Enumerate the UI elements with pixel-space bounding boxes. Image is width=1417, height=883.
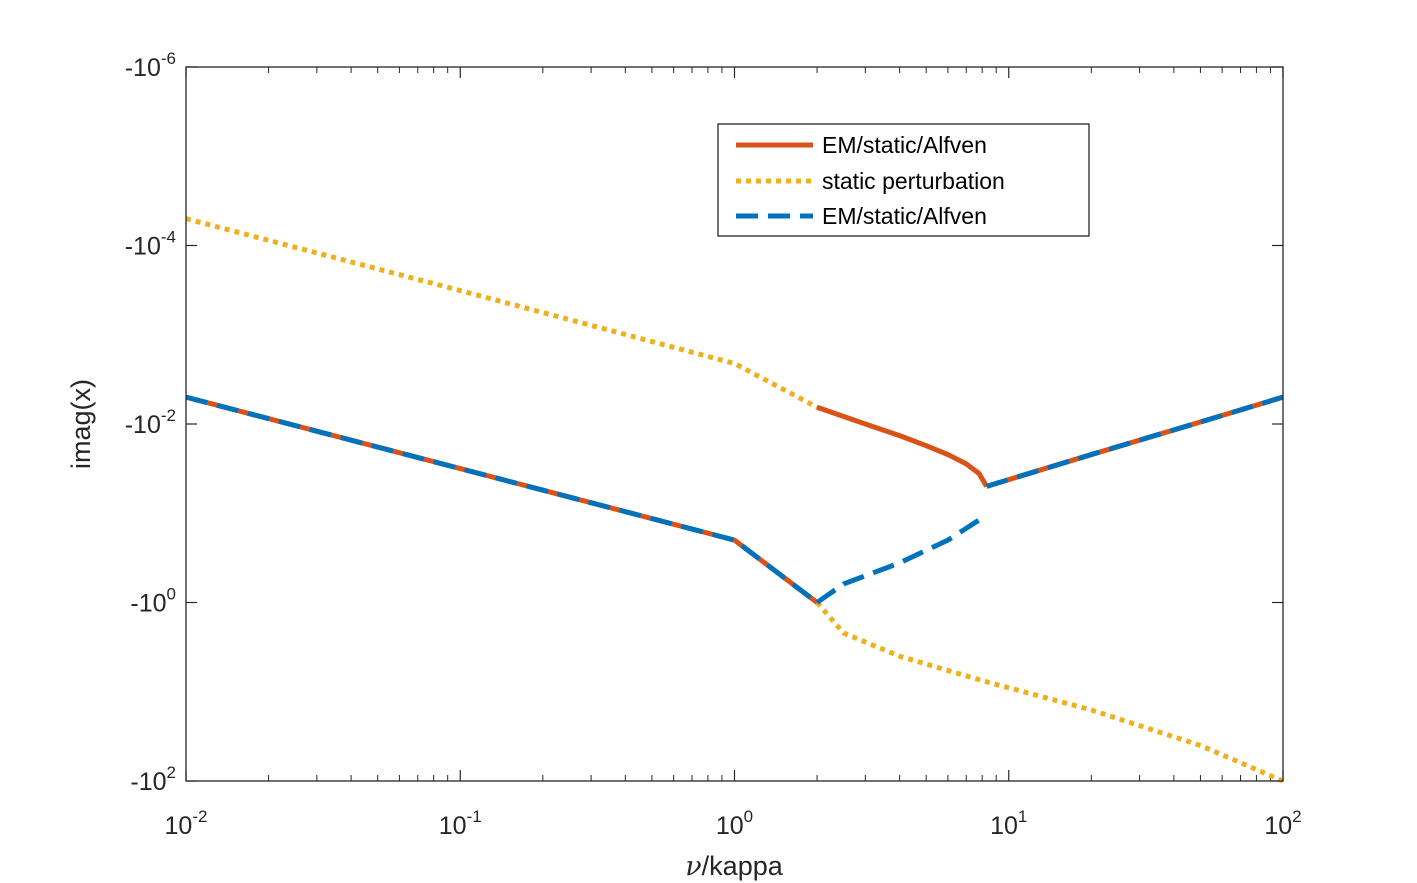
y-tick-exponent: -4: [161, 228, 176, 247]
y-tick-base: -10: [125, 411, 161, 439]
series-line: [815, 600, 1284, 784]
x-tick-base: 10: [990, 812, 1018, 840]
plot-series: [185, 216, 1284, 784]
x-tick-base: 10: [716, 812, 744, 840]
y-tick-base: -10: [130, 768, 166, 796]
series-line: [816, 404, 989, 488]
series-line: [185, 394, 819, 605]
x-tick-label: 10-2: [165, 807, 208, 840]
x-tick-labels: 10-2 10-1 100 101 102: [165, 807, 1302, 840]
x-tick-exponent: 0: [744, 807, 753, 826]
y-tick-base: -10: [125, 233, 161, 261]
x-tick-exponent: 2: [1292, 807, 1301, 826]
series-dashed: [185, 394, 1284, 605]
x-tick-base: 10: [1264, 812, 1292, 840]
axis-ticks: [185, 66, 1284, 782]
x-axis-label-symbol: ν: [685, 851, 701, 882]
x-tick-base: 10: [165, 812, 193, 840]
legend-label-3: EM/static/Alfven: [822, 203, 987, 229]
x-tick-label: 102: [1264, 807, 1301, 840]
y-tick-exponent: 0: [167, 585, 176, 604]
x-tick-exponent: -2: [192, 807, 207, 826]
y-tick-exponent: 2: [167, 763, 176, 782]
y-tick-labels: -10-6-10-4-10-2-100-102: [125, 49, 176, 796]
x-axis-label-sep: /: [702, 851, 710, 881]
y-tick-label: -10-6: [125, 49, 176, 82]
y-tick-base: -10: [125, 54, 161, 82]
y-tick-base: -10: [130, 590, 166, 618]
x-tick-label: 10-1: [439, 807, 482, 840]
y-tick-label: -100: [130, 585, 176, 618]
x-tick-label: 101: [990, 807, 1027, 840]
x-tick-base: 10: [439, 812, 467, 840]
legend-label-1: EM/static/Alfven: [822, 132, 987, 158]
series-line: [985, 394, 1284, 489]
x-tick-exponent: -1: [467, 807, 482, 826]
y-axis-label: imag(x): [66, 379, 96, 469]
series-line: [815, 513, 988, 605]
x-axis-label: ν/kappa: [685, 851, 783, 882]
x-axis-label-text: kappa: [709, 851, 784, 881]
y-tick-label: -10-4: [125, 228, 176, 261]
axes-box: [185, 66, 1284, 782]
y-tick-label: -102: [130, 763, 176, 796]
y-tick-exponent: -2: [161, 406, 176, 425]
x-tick-label: 100: [716, 807, 753, 840]
series-line: [185, 216, 819, 410]
series-dotted: [185, 216, 1284, 784]
legend: EM/static/Alfven static perturbation EM/…: [717, 123, 1090, 237]
x-tick-exponent: 1: [1018, 807, 1027, 826]
y-tick-label: -10-2: [125, 406, 176, 439]
legend-label-2: static perturbation: [822, 168, 1005, 194]
y-tick-exponent: -6: [161, 49, 176, 68]
